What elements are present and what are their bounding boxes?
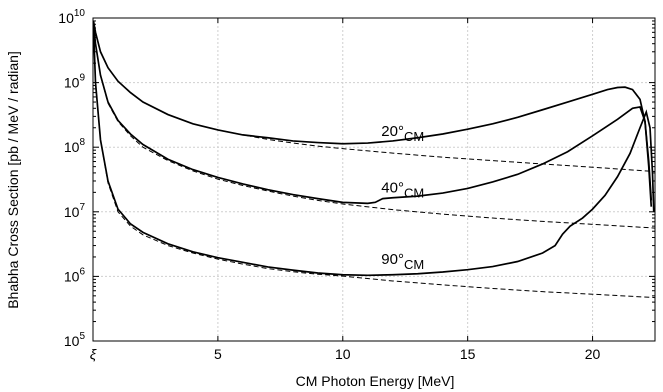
- y-tick-label: 105: [64, 331, 86, 349]
- series-label: 20°CM: [381, 123, 424, 144]
- grid-lines: [93, 18, 655, 341]
- solid-curve-1: [92, 20, 653, 207]
- solid-curve-3: [92, 27, 655, 277]
- x-axis-label: CM Photon Energy [MeV]: [296, 373, 455, 389]
- x-tick-label: 10: [335, 346, 351, 362]
- solid-curve-2: [92, 24, 653, 205]
- plot-curves: [92, 20, 656, 299]
- plot-area-frame: [92, 17, 656, 342]
- y-tick-label: 108: [64, 137, 86, 155]
- y-tick-label: 107: [64, 202, 86, 220]
- y-tick-label: 106: [64, 266, 86, 284]
- x-tick-label: ξ: [90, 346, 97, 362]
- x-tick-label: 15: [460, 346, 476, 362]
- y-tick-label: 1010: [58, 8, 85, 26]
- series-label: 90°CM: [381, 251, 424, 272]
- dashed-curve-4: [93, 20, 656, 173]
- series-labels: 20°CM 40°CM 90°CM: [381, 123, 424, 272]
- x-tick-label: 20: [585, 346, 601, 362]
- y-axis-label: Bhabha Cross Section [pb / MeV / radian]: [5, 51, 21, 309]
- y-tick-label: 109: [64, 73, 86, 91]
- axis-ticks: ξ 5 10 15 20 105 106 107 108 109 1010: [58, 8, 655, 362]
- x-tick-label: 5: [214, 346, 222, 362]
- plot-frame: [92, 17, 656, 342]
- series-label: 40°CM: [381, 179, 424, 200]
- dashed-curve-5: [93, 24, 656, 229]
